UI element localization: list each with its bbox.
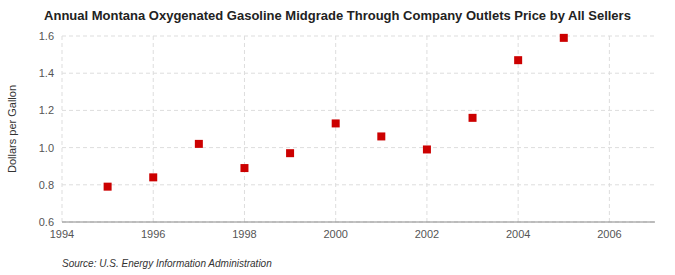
point xyxy=(286,149,294,157)
y-tick-label: 1.2 xyxy=(39,104,54,116)
x-grid-line xyxy=(426,36,427,222)
x-grid-line xyxy=(335,36,336,222)
y-grid-line xyxy=(62,184,655,185)
title: Annual Montana Oxygenated Gasoline Midgr… xyxy=(44,8,631,23)
y-tick-label: 1.6 xyxy=(39,30,54,42)
x-axis-line xyxy=(62,222,655,223)
x-tick-label: 1996 xyxy=(141,228,165,240)
y-tick-label: 0.8 xyxy=(39,179,54,191)
x-grid-line xyxy=(62,36,63,222)
point xyxy=(377,132,385,140)
x-grid-line xyxy=(244,36,245,222)
point xyxy=(195,140,203,148)
point xyxy=(560,34,568,42)
point xyxy=(149,173,157,181)
point xyxy=(332,119,340,127)
point xyxy=(514,56,522,64)
y-grid-line xyxy=(62,110,655,111)
grid xyxy=(62,36,655,222)
y-tick-label: 1.4 xyxy=(39,67,54,79)
y-grid-line xyxy=(62,73,655,74)
x-tick-label: 2006 xyxy=(597,228,621,240)
y-grid-line xyxy=(62,147,655,148)
x-grid-line xyxy=(609,36,610,222)
x-tick-label: 2002 xyxy=(415,228,439,240)
y-tick-label: 1.0 xyxy=(39,142,54,154)
x-tick-label: 1994 xyxy=(50,228,74,240)
source: Source: U.S. Energy Information Administ… xyxy=(62,258,272,269)
y-grid-line xyxy=(62,222,655,223)
point xyxy=(423,145,431,153)
chart: Annual Montana Oxygenated Gasoline Midgr… xyxy=(0,0,675,275)
x-tick-label: 2000 xyxy=(323,228,347,240)
point xyxy=(104,183,112,191)
x-tick-label: 2004 xyxy=(506,228,530,240)
y-axis-label: Dollars per Gallon xyxy=(6,85,18,173)
x-grid-line xyxy=(153,36,154,222)
y-tick-label: 0.6 xyxy=(39,216,54,228)
point xyxy=(469,114,477,122)
points xyxy=(104,34,568,191)
x-tick-label: 1998 xyxy=(232,228,256,240)
point xyxy=(240,164,248,172)
